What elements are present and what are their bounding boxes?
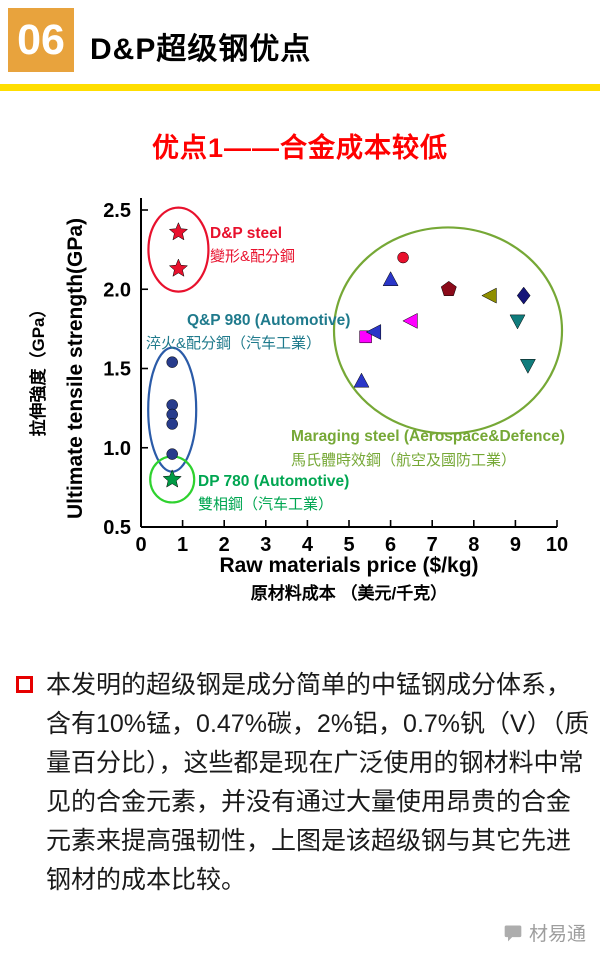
data-point bbox=[353, 372, 370, 388]
y-tick-label: 2.5 bbox=[103, 200, 131, 222]
series-label-cn: 變形&配分鋼 bbox=[210, 248, 295, 265]
y-tick-label: 0.5 bbox=[103, 517, 131, 539]
series-label: Maraging steel (Aerospace&Defence) bbox=[291, 428, 565, 445]
data-point bbox=[162, 469, 182, 488]
data-point bbox=[519, 359, 536, 374]
data-point bbox=[397, 251, 409, 264]
slide-number-badge: 06 bbox=[8, 8, 74, 72]
y-axis-title: Ultimate tensile strength(GPa) bbox=[64, 218, 87, 519]
data-point bbox=[440, 280, 457, 296]
data-point bbox=[509, 314, 526, 330]
scatter-chart: 0 1 2 3 4 5 6 7 8 9 10 0.5 1.0 1.5 2.0 2.5 Raw materials… bbox=[0, 175, 600, 620]
data-point bbox=[166, 418, 178, 430]
x-tick-label: 4 bbox=[302, 534, 314, 556]
x-tick-label: 1 bbox=[177, 534, 188, 556]
data-point bbox=[168, 222, 189, 241]
series-label-cn: 雙相鋼（汽车工業） bbox=[198, 496, 333, 513]
watermark-logo-icon bbox=[504, 925, 522, 941]
x-axis-title: Raw materials price ($/kg) bbox=[219, 554, 478, 577]
data-point bbox=[166, 448, 178, 460]
watermark: 材易通 bbox=[503, 919, 586, 946]
y-tick-label: 1.0 bbox=[103, 438, 131, 460]
x-tick-label: 3 bbox=[260, 534, 271, 556]
x-tick-label: 6 bbox=[385, 534, 396, 556]
data-point bbox=[359, 330, 372, 344]
data-point bbox=[516, 286, 531, 305]
x-tick-label: 7 bbox=[427, 534, 438, 556]
slide-title: 优点1——合金成本较低 bbox=[151, 133, 449, 163]
x-tick-label: 10 bbox=[546, 534, 568, 556]
y-tick-label: 1.5 bbox=[103, 359, 131, 381]
header-title: D&P超级钢优点 bbox=[90, 33, 312, 66]
series-label-cn: 馬氏體時效鋼（航空及國防工業） bbox=[291, 452, 516, 469]
body-paragraph: 本发明的超级钢是成分简单的中锰钢成分体系，含有10%锰，0.47%碳，2%铝，0… bbox=[16, 666, 590, 900]
watermark-text: 材易通 bbox=[528, 924, 586, 945]
data-point bbox=[168, 258, 189, 277]
group-ellipse bbox=[332, 226, 564, 435]
series-label: DP 780 (Automotive) bbox=[198, 473, 349, 490]
series-label-cn: 淬火&配分鋼（汽车工業） bbox=[146, 335, 321, 352]
bullet-square-icon bbox=[16, 676, 33, 693]
x-tick-label: 8 bbox=[468, 534, 479, 556]
x-tick-label: 2 bbox=[219, 534, 230, 556]
x-axis-title-cn: 原材料成本 （美元/千克） bbox=[251, 583, 447, 603]
series-label: Q&P 980 (Automotive) bbox=[187, 312, 350, 329]
group-ellipse bbox=[147, 206, 210, 293]
y-tick-label: 2.0 bbox=[103, 279, 131, 301]
data-point bbox=[365, 324, 382, 340]
x-tick-label: 0 bbox=[135, 534, 146, 556]
header-divider bbox=[0, 84, 600, 91]
data-point bbox=[481, 287, 497, 304]
x-tick-label: 9 bbox=[510, 534, 521, 556]
scatter-plot-svg: 0 1 2 3 4 5 6 7 8 9 10 0.5 1.0 1.5 2.0 2.5 Raw materials… bbox=[28, 198, 568, 603]
x-tick-label: 5 bbox=[343, 534, 354, 556]
data-point bbox=[402, 312, 418, 329]
series-label: D&P steel bbox=[210, 225, 282, 242]
data-point bbox=[166, 356, 178, 368]
y-axis-title-cn: 拉伸強度（GPa） bbox=[28, 300, 48, 436]
body-text: 本发明的超级钢是成分简单的中锰钢成分体系，含有10%锰，0.47%碳，2%铝，0… bbox=[46, 671, 590, 894]
data-point bbox=[382, 271, 399, 286]
